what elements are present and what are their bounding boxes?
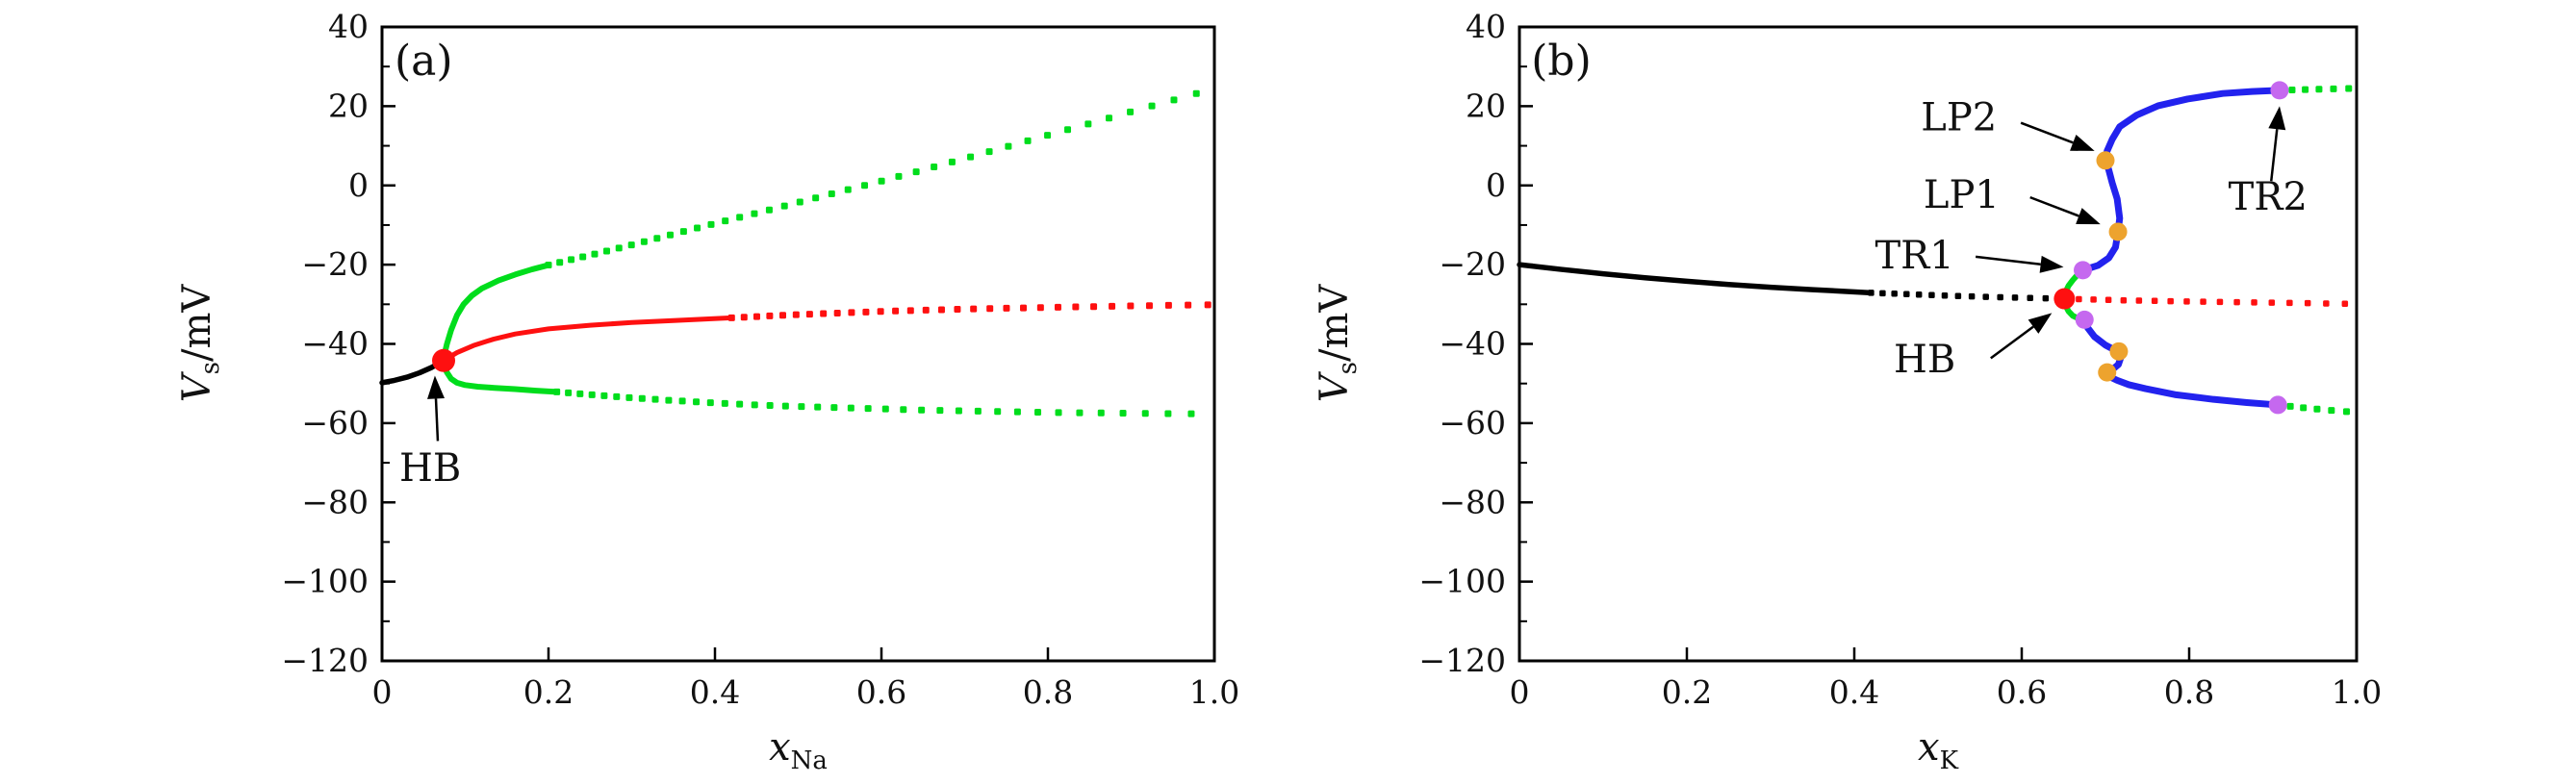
y-tick-label: −60	[301, 404, 369, 442]
y-tick-label: −100	[281, 563, 369, 600]
series-limit-cycle-min	[441, 361, 560, 395]
y-tick-label: −60	[1439, 404, 1506, 442]
x-axis-label-a: xNa	[769, 725, 828, 775]
HB-label: HB	[1894, 338, 1955, 382]
y-axis-label-a: Vs/mV	[175, 284, 225, 403]
x-tick-label: 1.0	[2332, 673, 2382, 711]
x-tick-label: 0.6	[1997, 673, 2047, 711]
y-tick-label: −20	[1439, 245, 1506, 283]
series-stable-lc-lower	[2080, 316, 2282, 409]
y-tick-label: −40	[1439, 325, 1506, 363]
marker-LP2-point	[2096, 151, 2115, 170]
HB-label-arrow-shaft	[434, 398, 440, 442]
LP1-label: LP1	[1924, 173, 2000, 217]
TR2-label: TR2	[2229, 175, 2308, 219]
x-tick-label: 0.2	[1662, 673, 1712, 711]
x-tick-label: 0.8	[1023, 673, 1073, 711]
HB-label-arrow-shaft	[1990, 325, 2034, 360]
LP1-label-arrow-head	[2076, 208, 2101, 225]
x-tick-label: 0.8	[2164, 673, 2214, 711]
y-tick-label: 40	[1466, 8, 1506, 45]
x-tick-label: 0	[372, 673, 393, 711]
series-unstable-equilibrium-dotted	[2061, 295, 2349, 307]
y-tick-label: −120	[1418, 642, 1506, 679]
marker-HB-point	[432, 348, 456, 372]
y-tick-label: −80	[301, 483, 369, 520]
y-tick-label: 0	[1486, 166, 1506, 204]
series-limit-cycle-max	[441, 262, 551, 361]
TR2-label-arrow-head	[2268, 106, 2286, 131]
y-tick-label: −100	[1418, 563, 1506, 600]
panel-tag-b: (b)	[1531, 37, 1592, 86]
TR1-label: TR1	[1875, 234, 1954, 278]
marker-LP-lower-1-point	[2109, 341, 2129, 361]
x-tick-label: 0.4	[1829, 673, 1879, 711]
x-tick-label: 0.4	[690, 673, 740, 711]
y-tick-label: −120	[281, 642, 369, 679]
LP2-label-arrow-head	[2070, 134, 2095, 151]
marker-TR1-point	[2074, 261, 2093, 280]
marker-LP1-point	[2108, 222, 2128, 241]
marker-TR2-point	[2270, 81, 2289, 100]
HB-label: HB	[399, 446, 461, 491]
series-stable-equilibrium-dotted	[1868, 290, 2065, 302]
x-tick-label: 0	[1510, 673, 1530, 711]
y-axis-label-b: Vs/mV	[1313, 284, 1363, 403]
series-limit-cycle-min-dotted	[553, 388, 1195, 417]
x-tick-label: 0.6	[856, 673, 906, 711]
y-tick-label: −80	[1439, 483, 1506, 520]
x-tick-label: 1.0	[1189, 673, 1239, 711]
panel-b: 0 0.2 0.4 0.6 0.8 1.0 40 20 0 −20 −40 −60 −80 −100 −12…	[1313, 8, 2382, 775]
marker-LP-lower-2-point	[2098, 363, 2117, 382]
y-tick-label: 0	[348, 166, 369, 204]
x-axis-label-b: xK	[1918, 725, 1959, 775]
panel-a: 0 0.2 0.4 0.6 0.8 1.0 40 20 0 −20 −40 −60 −80 −100 −12…	[175, 8, 1239, 775]
series-lc-min-dotted	[2274, 401, 2351, 416]
y-tick-label: 20	[1466, 87, 1506, 124]
marker-TR-lower-point	[2075, 310, 2094, 329]
panel-tag-a: (a)	[395, 37, 453, 86]
LP2-label: LP2	[1921, 96, 1997, 140]
x-tick-label: 0.2	[523, 673, 574, 711]
series-limit-cycle-max-dotted	[545, 89, 1200, 269]
TR1-label-arrow-head	[2039, 255, 2064, 273]
TR1-label-arrow-shaft	[1976, 255, 2041, 266]
marker-HB-point	[2053, 288, 2076, 310]
HB-label-arrow-head	[2028, 313, 2053, 334]
y-tick-label: −20	[301, 245, 369, 283]
LP1-label-arrow-shaft	[2029, 195, 2079, 217]
y-tick-label: −40	[301, 325, 369, 363]
series-unstable-equilibrium-dotted	[727, 301, 1211, 321]
marker-TR-lower-right-point	[2268, 395, 2287, 415]
series-unstable-equilibrium	[441, 315, 734, 364]
TR2-label-arrow-shaft	[2270, 129, 2279, 182]
series-stable-equilibrium	[1517, 262, 1875, 296]
LP2-label-arrow-shaft	[2020, 121, 2074, 144]
y-tick-label: 40	[328, 8, 369, 45]
y-tick-label: 20	[328, 87, 369, 124]
HB-label-arrow-head	[427, 375, 445, 399]
